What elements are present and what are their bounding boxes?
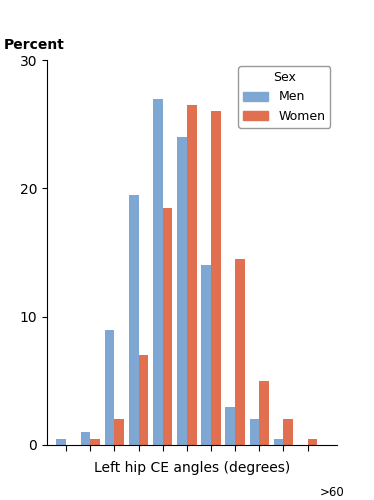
X-axis label: Left hip CE angles (degrees): Left hip CE angles (degrees) (94, 461, 290, 475)
Bar (80, 432, 90, 445)
Bar (283, 420, 293, 445)
Text: >60: >60 (319, 486, 344, 499)
Bar (56, 438, 66, 445)
Legend: Men, Women: Men, Women (238, 66, 330, 128)
Bar (90, 438, 100, 445)
Bar (201, 266, 211, 445)
Bar (177, 137, 187, 445)
Bar (105, 330, 114, 445)
Bar (249, 420, 259, 445)
Bar (211, 112, 221, 445)
Bar (138, 355, 148, 445)
Bar (274, 438, 283, 445)
Bar (129, 194, 138, 445)
Bar (114, 420, 124, 445)
Bar (226, 406, 235, 445)
Bar (235, 259, 245, 445)
Bar (163, 208, 172, 445)
Bar (153, 98, 163, 445)
Bar (187, 105, 196, 445)
Bar (259, 381, 269, 445)
Bar (307, 438, 317, 445)
Text: Percent: Percent (3, 38, 64, 52)
